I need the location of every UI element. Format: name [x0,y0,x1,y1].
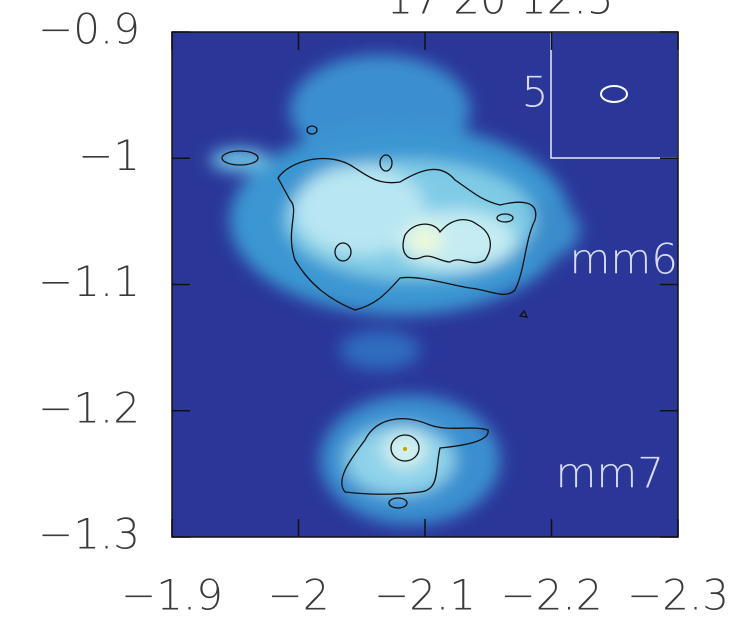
annotation: mm6 [569,235,678,284]
x-tick-label: −1.9 [121,571,223,619]
x-tick-label: −2.1 [374,571,476,619]
contours [221,125,537,509]
y-tick-label: −0.9 [38,5,140,54]
beam [600,85,628,103]
x-tick-label: −2 [268,571,330,619]
image [172,32,678,537]
annotation: mm7 [555,449,664,498]
peak [403,447,407,451]
y-tick-label: −1.1 [38,257,140,306]
x-tick-label: −2.3 [627,571,729,619]
y-tick-label: −1.2 [38,383,140,432]
beam-inset [550,32,678,159]
annotation: 5 [522,68,549,117]
y-tick-label: −1 [78,131,140,180]
x-tick-label: −2.2 [501,571,603,619]
y-tick-label: −1.3 [38,510,140,559]
chart-title: 17 20 12.5 [386,0,613,24]
